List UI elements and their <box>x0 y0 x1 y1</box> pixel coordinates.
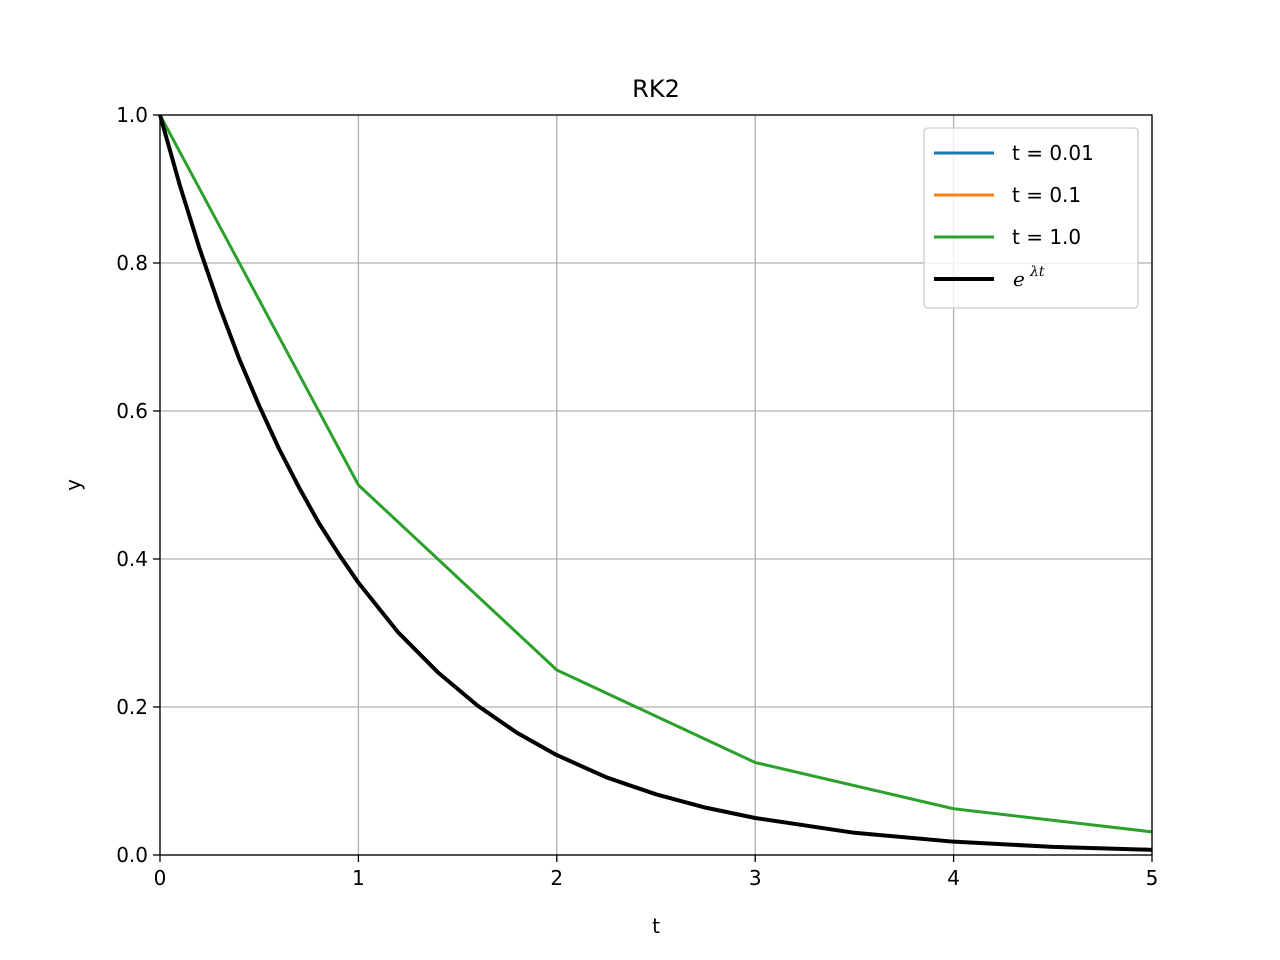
chart-title: RK2 <box>632 75 680 103</box>
y-axis-label: y <box>61 479 85 491</box>
legend-label-superscript-3: λt <box>1029 264 1045 280</box>
legend-label-1: t = 0.1 <box>1012 183 1081 207</box>
x-tick-label: 5 <box>1146 866 1159 890</box>
plot-area-frame <box>159 114 1153 856</box>
series-line-2 <box>158 114 1153 834</box>
x-tick-label: 0 <box>154 866 167 890</box>
x-tick-label: 1 <box>352 866 365 890</box>
series-line-3 <box>158 114 1153 852</box>
y-tick-label: 0.8 <box>116 251 148 275</box>
y-tick-label: 1.0 <box>116 103 148 127</box>
legend-label-0: t = 0.01 <box>1012 141 1094 165</box>
y-tick-label: 0.4 <box>116 547 148 571</box>
x-tick-label: 4 <box>947 866 960 890</box>
legend-box <box>923 127 1139 309</box>
y-tick-label: 0.0 <box>116 843 148 867</box>
x-tick-label: 3 <box>749 866 762 890</box>
legend: t = 0.01 t = 0.1 t = 1.0 e λt <box>923 127 1139 309</box>
axis-ticks: 0 1 2 3 4 5 0.0 0.2 0.4 0.6 0.8 1.0 <box>116 103 1158 890</box>
x-tick-label: 2 <box>550 866 563 890</box>
x-axis-label: t <box>652 914 660 938</box>
legend-label-3: e <box>1013 267 1025 291</box>
series-lines <box>158 114 1153 852</box>
y-tick-label: 0.6 <box>116 399 148 423</box>
legend-label-2: t = 1.0 <box>1012 225 1081 249</box>
y-tick-label: 0.2 <box>116 695 148 719</box>
